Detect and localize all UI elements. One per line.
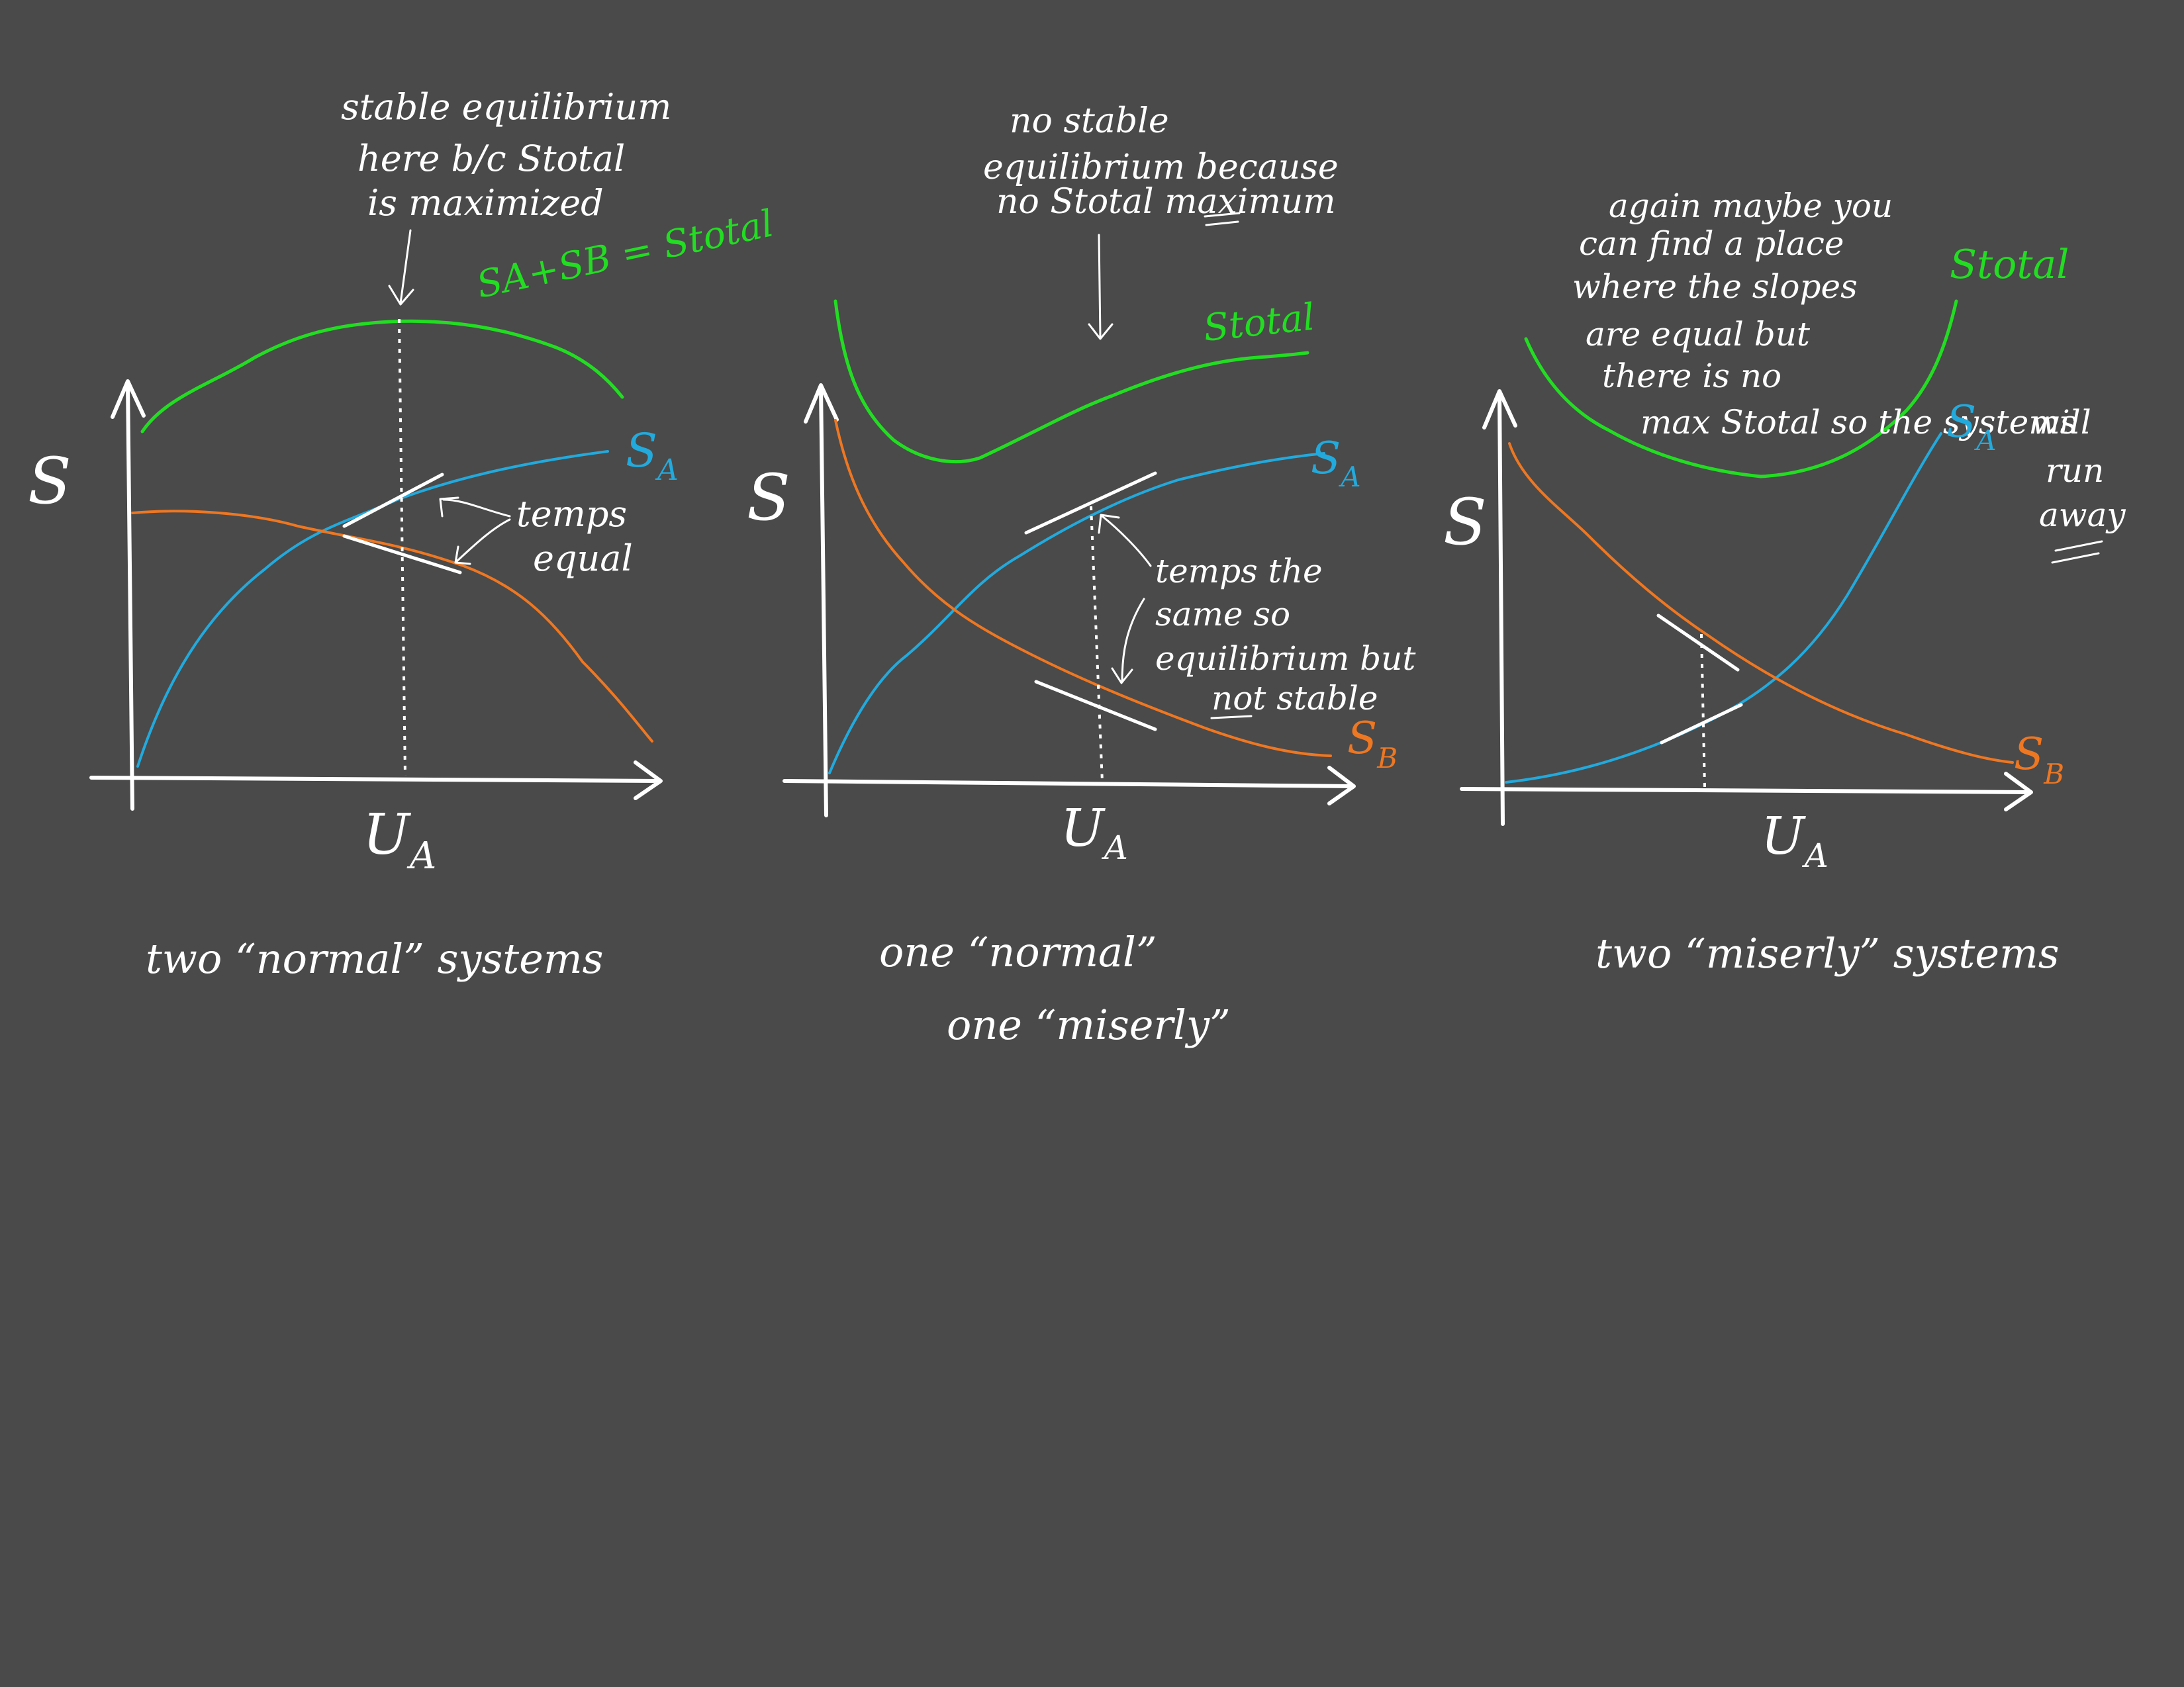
- s-a-label: SA: [1311, 433, 1361, 493]
- arrow-to-tangent-a: [1098, 514, 1152, 567]
- caption-two-miserly: two “miserly” systems: [1595, 929, 2060, 978]
- caption-normal-miserly: one “normal” one “miserly”: [879, 928, 1231, 1049]
- s-a-label: SA: [1946, 396, 1997, 457]
- tangent-a: [1660, 703, 1743, 745]
- arrow-to-tangent: [439, 496, 511, 518]
- x-axis: [1460, 772, 2033, 811]
- underline-maximum-2: [1205, 220, 1239, 226]
- s-a-curve: [828, 452, 1325, 774]
- s-total-curve: [140, 319, 624, 433]
- arrow-down: [388, 229, 414, 306]
- s-a-curve: [1505, 432, 1942, 784]
- underline-not: [1210, 715, 1253, 719]
- s-b-curve: [1508, 442, 2014, 764]
- arrow-down: [1088, 234, 1114, 340]
- underline-away-2: [2051, 552, 2100, 564]
- s-total-curve: [1524, 299, 1958, 479]
- y-axis: [1482, 389, 1517, 826]
- equilibrium-dotted-line: [398, 318, 406, 776]
- tangent-b: [1656, 614, 1740, 672]
- s-total-curve: [833, 299, 1309, 463]
- no-stable-note: no stable equilibrium because no Stotal …: [983, 101, 1349, 222]
- y-label: S: [747, 461, 790, 535]
- s-total-label: Stotal: [1202, 296, 1317, 350]
- equilibrium-dotted-line: [1090, 506, 1104, 783]
- underline-maximum: [1204, 212, 1241, 218]
- y-label: S: [28, 444, 71, 518]
- temps-same-note: temps the same so equilibrium but not st…: [1155, 552, 1426, 717]
- panel-two-miserly: S UA again maybe you can find a place wh…: [1443, 187, 2126, 978]
- x-label: UA: [363, 802, 436, 878]
- temps-equal-note: temps equal: [516, 493, 638, 579]
- y-label: S: [1443, 485, 1487, 559]
- tangent-a: [1024, 471, 1157, 535]
- s-a-curve: [136, 450, 609, 768]
- s-total-label: Stotal: [1950, 242, 2069, 288]
- arrow-to-tangent-2: [454, 518, 511, 565]
- tangent-b: [1034, 680, 1157, 731]
- tangent-b: [342, 534, 462, 574]
- arrow-to-tangent-b: [1111, 598, 1145, 684]
- s-b-curve: [834, 419, 1332, 757]
- panel-two-normal: S UA stable equilibrium here b/c Stotal …: [28, 86, 777, 983]
- equilibrium-dotted-line: [1700, 633, 1706, 788]
- x-axis: [783, 766, 1356, 805]
- x-label: UA: [1061, 799, 1128, 867]
- s-b-label: SB: [1347, 713, 1398, 774]
- s-a-label: SA: [626, 424, 679, 487]
- s-b-curve: [131, 510, 653, 743]
- underline-away: [2054, 540, 2103, 552]
- caption-two-normal: two “normal” systems: [146, 935, 603, 983]
- y-axis: [804, 383, 839, 817]
- x-label: UA: [1761, 807, 1828, 875]
- s-b-label: SB: [2014, 729, 2064, 790]
- x-axis: [89, 760, 663, 800]
- y-axis: [111, 379, 146, 811]
- tangent-a: [342, 473, 444, 528]
- panel-normal-miserly: S UA no stable equilibrium because no St…: [747, 101, 1426, 1049]
- again-note: again maybe you can find a place where t…: [1572, 187, 2126, 534]
- equilibrium-note: stable equilibrium here b/c Stotal is ma…: [341, 86, 683, 224]
